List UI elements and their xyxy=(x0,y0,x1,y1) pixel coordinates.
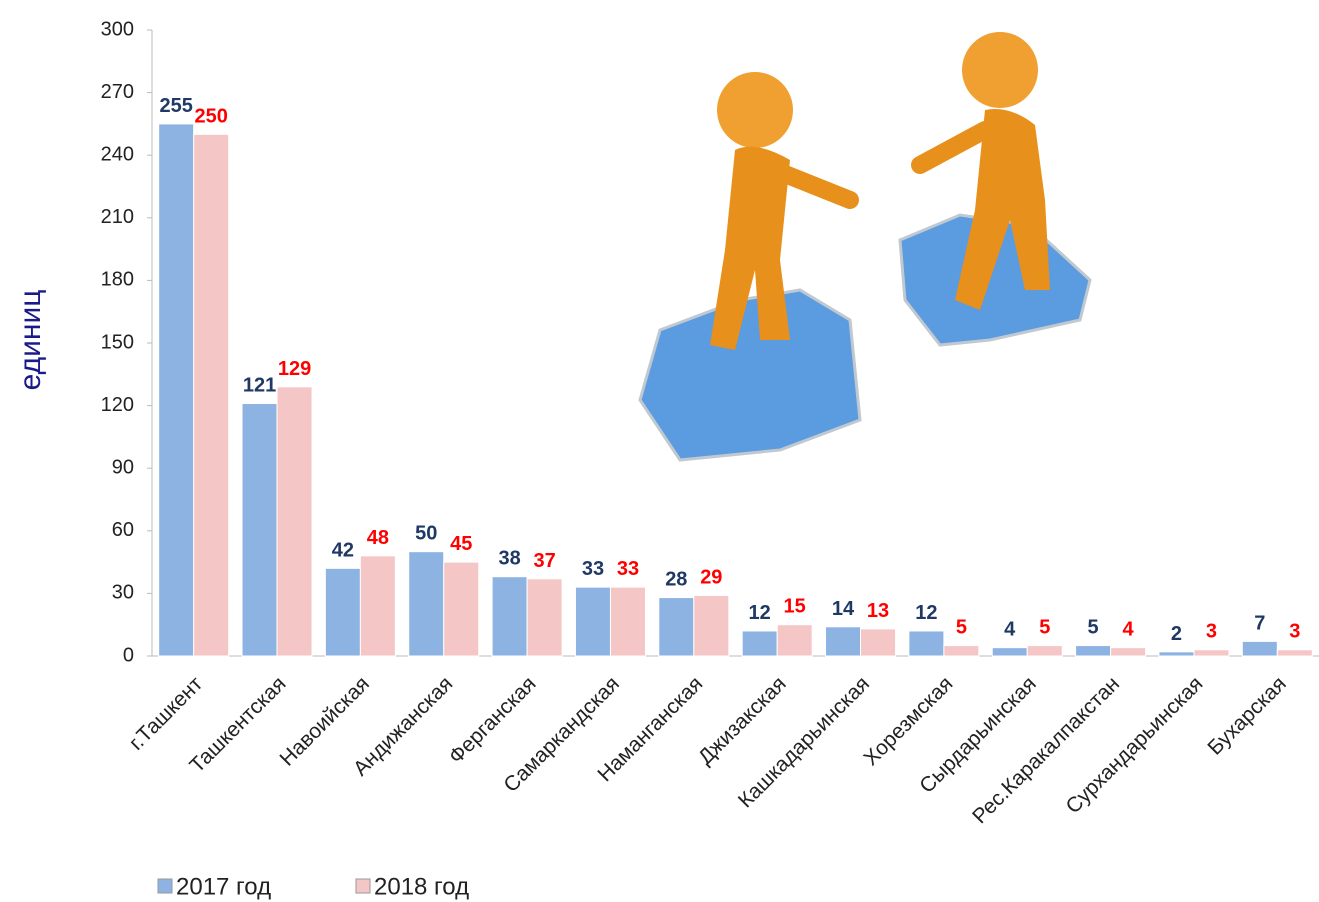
bar xyxy=(1110,647,1147,657)
bar xyxy=(276,386,313,657)
bar xyxy=(776,624,813,657)
value-label: 37 xyxy=(533,550,555,572)
bar xyxy=(324,567,361,657)
bar xyxy=(526,578,563,657)
bar xyxy=(1193,649,1230,657)
value-label: 38 xyxy=(498,548,520,570)
bar xyxy=(658,597,695,657)
value-label: 29 xyxy=(700,566,722,588)
y-tick-label: 300 xyxy=(101,18,134,40)
y-tick-label: 150 xyxy=(101,331,134,353)
figure-body xyxy=(955,109,1050,310)
value-label: 250 xyxy=(194,105,227,127)
bar xyxy=(491,576,528,657)
legend-label: 2018 год xyxy=(374,873,469,900)
figure-head xyxy=(717,72,793,148)
x-tick-label: г.Ташкент xyxy=(125,672,208,755)
bar xyxy=(193,133,230,657)
bar xyxy=(860,628,897,657)
value-label: 13 xyxy=(867,600,889,622)
figure-head xyxy=(962,32,1038,108)
bar xyxy=(1026,645,1063,657)
value-label: 15 xyxy=(784,596,806,618)
x-tick-label: Рес.Каракалпакстан xyxy=(968,672,1124,828)
value-label: 3 xyxy=(1206,621,1217,643)
bar xyxy=(241,403,278,657)
value-label: 5 xyxy=(956,617,967,639)
illustration xyxy=(638,32,1092,462)
bar xyxy=(693,594,730,657)
bar xyxy=(1158,651,1195,657)
value-label: 48 xyxy=(367,527,389,549)
value-label: 50 xyxy=(415,523,437,545)
y-tick-label: 60 xyxy=(112,519,134,541)
value-label: 33 xyxy=(617,558,639,580)
bar xyxy=(1075,645,1112,657)
y-tick-label: 90 xyxy=(112,456,134,478)
value-label: 5 xyxy=(1039,617,1050,639)
value-label: 255 xyxy=(159,95,192,117)
figure-body xyxy=(710,146,790,350)
value-label: 14 xyxy=(832,598,855,620)
bar xyxy=(991,647,1028,657)
bar xyxy=(908,630,945,657)
puzzle-piece xyxy=(638,288,862,462)
value-label: 28 xyxy=(665,569,687,591)
bar xyxy=(1241,640,1278,657)
bar xyxy=(825,626,862,657)
y-axis-label: единиц xyxy=(14,290,47,391)
y-tick-label: 210 xyxy=(101,206,134,228)
bar xyxy=(609,586,646,657)
bar xyxy=(158,123,195,657)
value-label: 129 xyxy=(278,358,311,380)
bar xyxy=(408,551,445,657)
y-tick-label: 120 xyxy=(101,394,134,416)
bar xyxy=(443,561,480,657)
value-label: 4 xyxy=(1123,619,1135,641)
y-tick-label: 30 xyxy=(112,582,134,604)
figure-arm xyxy=(766,161,859,209)
value-label: 42 xyxy=(332,539,354,561)
x-tick-label: Бухарская xyxy=(1203,672,1290,759)
legend-swatch xyxy=(157,878,173,894)
bar xyxy=(574,586,611,657)
bar xyxy=(359,555,396,657)
value-label: 2 xyxy=(1171,623,1182,645)
value-label: 45 xyxy=(450,533,472,555)
value-label: 4 xyxy=(1004,619,1016,641)
bar xyxy=(1276,649,1313,657)
value-label: 12 xyxy=(749,602,771,624)
y-tick-label: 270 xyxy=(101,81,134,103)
value-label: 5 xyxy=(1088,617,1099,639)
legend-swatch xyxy=(355,878,371,894)
x-tick-label: Сурхандарьинская xyxy=(1061,672,1207,818)
bar xyxy=(943,645,980,657)
value-label: 121 xyxy=(243,375,276,397)
y-tick-label: 0 xyxy=(123,644,134,666)
bar xyxy=(741,630,778,657)
legend-label: 2017 год xyxy=(176,873,271,900)
y-tick-label: 180 xyxy=(101,269,134,291)
value-label: 7 xyxy=(1254,612,1265,634)
figure-arm xyxy=(911,121,994,174)
y-tick-label: 240 xyxy=(101,143,134,165)
value-label: 12 xyxy=(915,602,937,624)
value-label: 3 xyxy=(1289,621,1300,643)
value-label: 33 xyxy=(582,558,604,580)
